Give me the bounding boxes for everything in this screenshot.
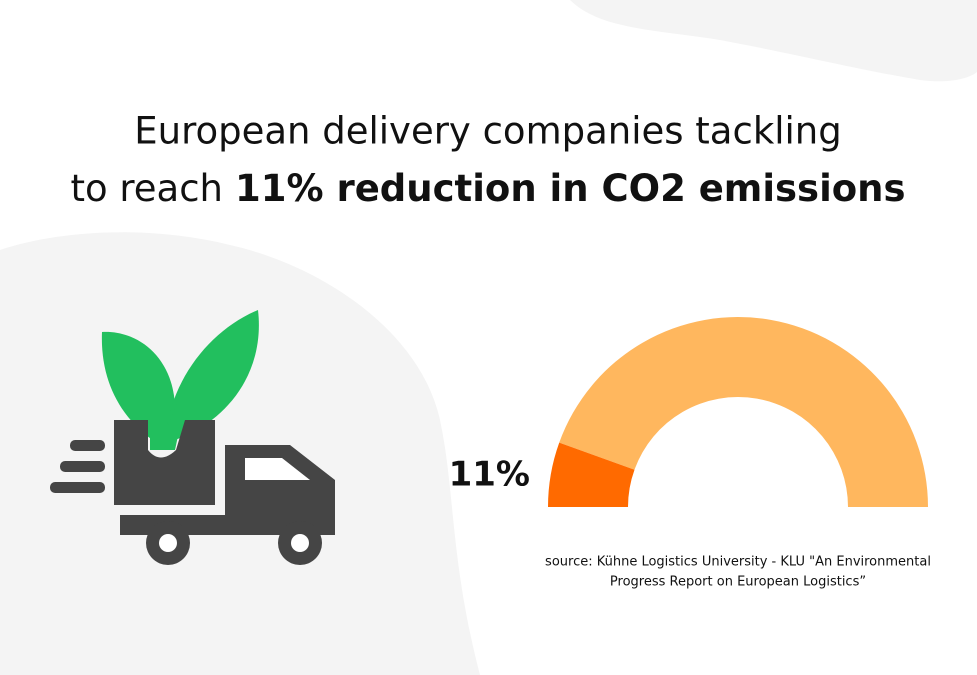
truck-icon	[50, 310, 335, 565]
gauge-track	[559, 317, 928, 507]
gauge-value	[548, 442, 635, 507]
title-text: to reach	[70, 167, 223, 210]
title-highlight: 11% reduction in CO2 emissions	[235, 167, 906, 210]
source-note: Progress Report on European Logistics”	[610, 575, 866, 590]
background-blob	[570, 0, 977, 82]
source-note: source: Kühne Logistics University - KLU…	[545, 555, 931, 570]
chart-title: European delivery companies tackling	[134, 110, 842, 153]
chart-title: to reach 11% reduction in CO2 emissions	[70, 167, 905, 210]
value-label: 11%	[449, 455, 530, 495]
